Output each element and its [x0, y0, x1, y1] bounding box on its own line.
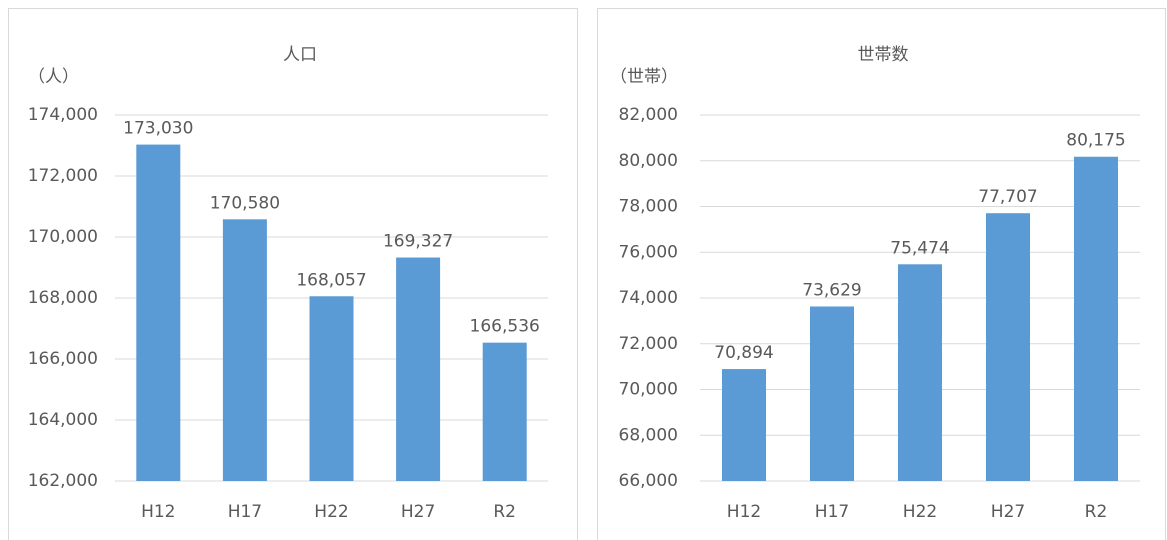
- bar: [722, 369, 766, 481]
- panel: [597, 8, 1166, 540]
- y-tick-label: 68,000: [619, 425, 678, 445]
- y-tick-label: 164,000: [28, 410, 98, 430]
- bar: [986, 213, 1030, 481]
- x-tick-label: H22: [903, 502, 937, 522]
- y-tick-label: 172,000: [28, 166, 98, 186]
- bar: [136, 144, 181, 481]
- y-axis-label: （世帯）: [610, 67, 678, 87]
- x-tick-label: H27: [401, 502, 435, 522]
- y-tick-label: 76,000: [619, 242, 678, 262]
- y-tick-label: 82,000: [619, 105, 678, 125]
- x-tick-label: H17: [228, 502, 262, 522]
- y-axis-label: （人）: [28, 67, 79, 87]
- bar: [222, 219, 267, 481]
- y-tick-label: 72,000: [619, 334, 678, 354]
- data-label: 70,894: [714, 343, 773, 363]
- x-tick-label: H22: [314, 502, 348, 522]
- x-tick-label: H17: [815, 502, 849, 522]
- y-tick-label: 74,000: [619, 288, 678, 308]
- data-label: 75,474: [890, 238, 949, 258]
- data-label: 166,536: [470, 317, 540, 337]
- y-tick-label: 168,000: [28, 288, 98, 308]
- x-tick-label: R2: [1085, 502, 1108, 522]
- y-tick-label: 162,000: [28, 471, 98, 491]
- bar: [396, 257, 441, 481]
- data-label: 80,175: [1066, 131, 1125, 151]
- bar: [898, 264, 942, 481]
- x-tick-label: H12: [141, 502, 175, 522]
- y-tick-label: 170,000: [28, 227, 98, 247]
- panel: [8, 8, 578, 540]
- bar: [482, 342, 527, 481]
- data-label: 173,030: [123, 119, 193, 139]
- data-label: 169,327: [383, 232, 453, 252]
- data-label: 168,057: [296, 270, 366, 290]
- y-tick-label: 78,000: [619, 197, 678, 217]
- bar: [810, 306, 854, 481]
- y-tick-label: 80,000: [619, 151, 678, 171]
- y-tick-label: 174,000: [28, 105, 98, 125]
- chart-title: 人口: [283, 45, 317, 65]
- y-tick-label: 166,000: [28, 349, 98, 369]
- data-label: 77,707: [978, 187, 1037, 207]
- bar: [309, 296, 354, 481]
- x-tick-label: R2: [493, 502, 516, 522]
- bar: [1074, 156, 1118, 481]
- data-label: 170,580: [210, 193, 280, 213]
- data-label: 73,629: [802, 280, 861, 300]
- x-tick-label: H12: [727, 502, 761, 522]
- chart-title: 世帯数: [858, 45, 909, 65]
- y-tick-label: 66,000: [619, 471, 678, 491]
- x-tick-label: H27: [991, 502, 1025, 522]
- y-tick-label: 70,000: [619, 380, 678, 400]
